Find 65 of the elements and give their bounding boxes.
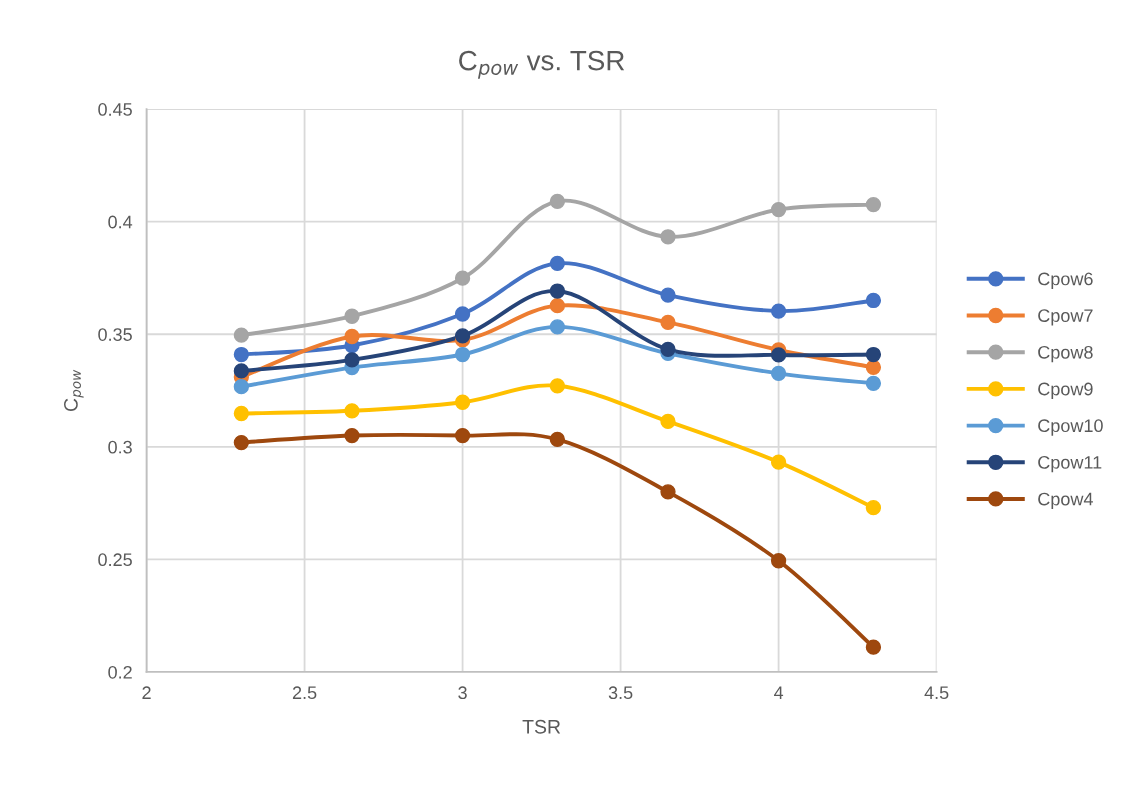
point [344, 308, 360, 324]
point [233, 327, 250, 343]
x-tick-label: 3 [458, 686, 467, 700]
point [344, 427, 360, 444]
legend-label: Cpow4 [1038, 492, 1093, 510]
point [549, 378, 566, 394]
point [344, 328, 360, 345]
point [865, 499, 882, 516]
legend-label: Cpow8 [1038, 345, 1093, 363]
x-tick-label: 2.5 [292, 686, 317, 700]
point [454, 394, 471, 410]
point [549, 283, 566, 299]
point [549, 193, 566, 210]
point [865, 639, 882, 655]
point [660, 413, 676, 430]
point [865, 375, 882, 391]
point [549, 298, 566, 314]
x-tick-label: 4 [773, 686, 784, 699]
point [549, 255, 566, 271]
point [233, 346, 250, 363]
point [660, 229, 676, 245]
point [660, 287, 676, 303]
y-tick-label: 0.35 [98, 328, 132, 341]
x-tick-label: 4.5 [924, 686, 949, 700]
chart-title: C$_{pow}$ vs. TSR [459, 50, 625, 79]
y-tick-label: 0.2 [108, 665, 132, 679]
y-tick-label: 0.25 [98, 553, 132, 567]
point [344, 352, 360, 368]
point [660, 341, 676, 357]
point [770, 553, 787, 569]
x-axis-title: TSR [522, 719, 561, 734]
point [660, 484, 676, 500]
point [865, 359, 882, 375]
point [865, 196, 882, 213]
point [454, 328, 471, 344]
point [770, 201, 787, 218]
x-tick-label: 3.5 [608, 686, 633, 700]
point [770, 365, 787, 382]
point [454, 306, 471, 322]
point [865, 292, 882, 309]
point [770, 454, 787, 470]
y-tick-label: 0.3 [108, 440, 132, 454]
point [454, 427, 471, 444]
legend-label: Cpow11 [1038, 455, 1102, 473]
point [233, 379, 250, 395]
point [454, 346, 471, 363]
y-tick-label: 0.4 [108, 215, 133, 229]
point [344, 403, 360, 419]
legend-label: Cpow9 [1038, 382, 1093, 399]
legend-label: Cpow10 [1038, 419, 1103, 436]
point [549, 431, 566, 448]
point [233, 405, 250, 422]
point [233, 363, 250, 379]
point [549, 319, 566, 335]
point [770, 303, 787, 319]
legend-label: Cpow7 [1038, 309, 1093, 326]
y-tick-label: 0.45 [98, 103, 132, 116]
point [233, 434, 250, 451]
point [865, 346, 882, 363]
point [454, 270, 471, 286]
legend-label: Cpow6 [1038, 272, 1093, 289]
x-tick-label: 2 [142, 686, 151, 699]
point [770, 347, 787, 363]
y-axis-title: C$_{pow}$ [64, 369, 84, 412]
point [660, 314, 676, 330]
